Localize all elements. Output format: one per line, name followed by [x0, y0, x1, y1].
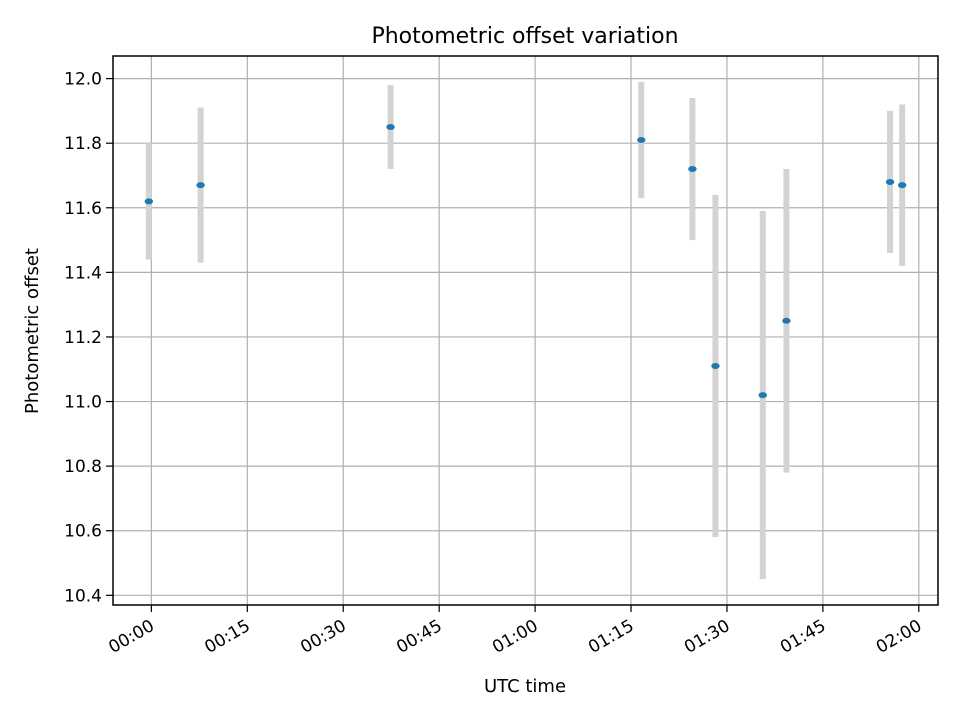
y-axis-ticks: 10.4 10.6 10.8 11.0 11.2 11.4 11.6 11.8 12.0	[64, 70, 113, 606]
data-point	[196, 182, 205, 189]
y-tick-label: 11.6	[64, 199, 102, 219]
x-axis-ticks: 00:00 00:15 00:30 00:45 01:00 01:15 01:30 01:45…	[105, 605, 925, 658]
data-point	[386, 124, 395, 131]
data-point	[758, 392, 767, 399]
x-tick-label: 01:45	[777, 616, 829, 658]
errorbars	[145, 81, 906, 580]
chart-title: Photometric offset variation	[371, 24, 678, 49]
y-tick-label: 11.4	[64, 263, 102, 283]
x-tick-label: 01:15	[585, 616, 637, 658]
data-point	[144, 198, 154, 205]
data-point	[782, 317, 791, 324]
y-axis-label: Photometric offset	[22, 248, 43, 414]
grid	[113, 56, 938, 605]
x-tick-label: 00:45	[393, 616, 445, 658]
x-tick-label: 00:15	[201, 616, 253, 658]
x-tick-label: 00:30	[297, 616, 349, 658]
plot-frame	[112, 55, 939, 606]
y-tick-label: 11.2	[64, 328, 102, 348]
y-tick-label: 10.8	[64, 457, 102, 477]
data-point	[688, 166, 697, 173]
data-point	[637, 136, 646, 143]
markers	[144, 124, 907, 399]
y-tick-label: 10.4	[64, 586, 102, 606]
x-axis-label: UTC time	[484, 676, 566, 697]
x-tick-label: 01:30	[681, 616, 733, 658]
y-tick-label: 11.8	[64, 134, 102, 154]
data-point	[885, 178, 895, 185]
y-tick-label: 12.0	[64, 70, 102, 90]
x-tick-label: 00:00	[105, 616, 157, 658]
data-point	[711, 363, 720, 370]
data-point	[897, 182, 907, 189]
x-tick-label: 02:00	[873, 616, 925, 658]
y-tick-label: 11.0	[64, 393, 102, 413]
y-tick-label: 10.6	[64, 522, 102, 542]
x-tick-label: 01:00	[489, 616, 541, 658]
